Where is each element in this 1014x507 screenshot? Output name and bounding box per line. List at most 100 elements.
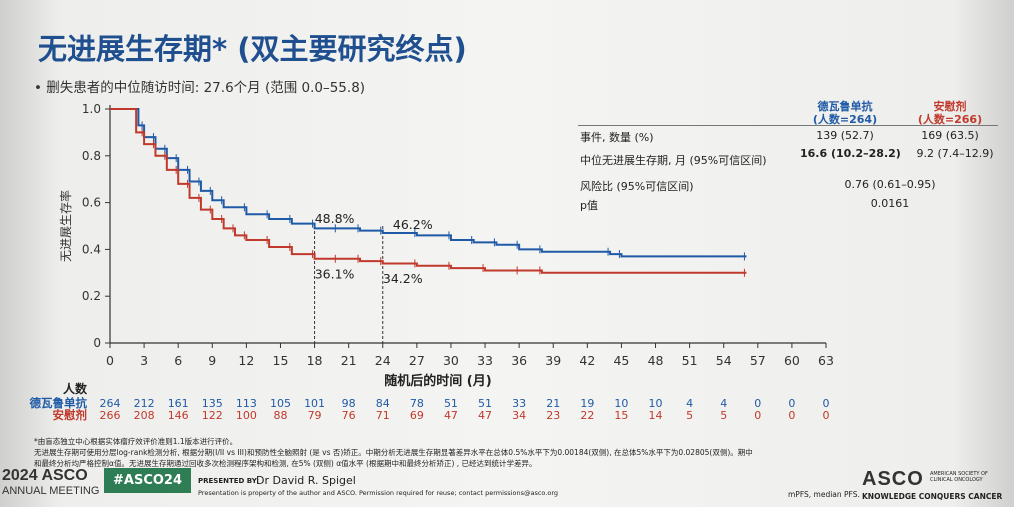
- risk-value: 146: [168, 409, 189, 422]
- km-curve-arm1: [110, 108, 747, 258]
- y-tick-label: 0.8: [82, 149, 101, 163]
- y-tick-label: 0.6: [82, 196, 101, 210]
- x-tick-label: 0: [106, 353, 114, 368]
- arm2-n: (人数=266): [917, 113, 983, 126]
- row-hr-value: 0.76 (0.61–0.95): [844, 178, 936, 191]
- meeting-logo: 2024 ASCO: [2, 467, 88, 484]
- y-axis-label: 无进展生存率: [58, 190, 73, 262]
- row-hr-label: 风险比 (95%可信区间): [580, 180, 694, 193]
- risk-value: 266: [100, 409, 121, 422]
- risk-value: 0: [788, 397, 795, 410]
- footnote-1: *由盲态独立中心根据实体瘤疗效评价准则1.1版本进行评价。: [34, 437, 238, 446]
- footnote-3: 和最终分析均严格控制α值。无进展生存期通过回收多次检测程序架构和检测, 在5% …: [34, 459, 537, 468]
- y-tick-label: 0.4: [82, 242, 101, 256]
- risk-value: 0: [788, 409, 795, 422]
- x-tick-label: 30: [443, 353, 459, 368]
- risk-value: 84: [376, 397, 390, 410]
- row-mpfs-arm1: 16.6 (10.2–28.2): [800, 147, 901, 160]
- x-tick-label: 42: [579, 353, 595, 368]
- risk-value: 15: [614, 409, 628, 422]
- risk-value: 79: [308, 409, 322, 422]
- presented-by-label: PRESENTED BY:: [198, 477, 260, 485]
- risk-value: 113: [236, 397, 257, 410]
- table-rule: [578, 125, 998, 126]
- arm2-header: 安慰剂: [933, 100, 967, 113]
- y-tick-label: 0.2: [82, 289, 101, 303]
- risk-value: 122: [202, 409, 223, 422]
- risk-value: 47: [444, 409, 458, 422]
- risk-value: 0: [823, 397, 830, 410]
- slide-title: 无进展生存期* (双主要研究终点): [38, 32, 467, 66]
- x-tick-label: 3: [140, 353, 148, 368]
- row-mpfs-arm2: 9.2 (7.4–12.9): [916, 147, 994, 160]
- risk-value: 23: [546, 409, 560, 422]
- asco-logo: ASCO: [862, 468, 924, 490]
- risk-value: 5: [686, 409, 693, 422]
- x-axis-label: 随机后的时间 (月): [384, 373, 491, 389]
- risk-value: 0: [754, 397, 761, 410]
- risk-value: 264: [100, 397, 121, 410]
- risk-value: 101: [304, 397, 325, 410]
- risk-value: 4: [720, 397, 727, 410]
- x-tick-label: 39: [545, 353, 561, 368]
- x-tick-label: 45: [613, 353, 629, 368]
- risk-value: 33: [512, 397, 526, 410]
- risk-value: 161: [168, 397, 189, 410]
- hashtag-badge: #ASCO24: [104, 468, 191, 493]
- x-tick-label: 63: [818, 353, 834, 368]
- x-tick-label: 51: [682, 353, 698, 368]
- x-tick-label: 18: [307, 353, 323, 368]
- y-tick-label: 1.0: [82, 102, 101, 116]
- x-tick-label: 48: [648, 353, 664, 368]
- risk-value: 0: [754, 409, 761, 422]
- x-tick-label: 15: [273, 353, 289, 368]
- asco-tagline: KNOWLEDGE CONQUERS CANCER: [862, 492, 1003, 501]
- risk-value: 10: [649, 397, 663, 410]
- km-curve-arm2: [110, 108, 747, 274]
- asco-small: AMERICAN SOCIETY OF CLINICAL ONCOLOGY: [930, 471, 988, 483]
- risk-value: 208: [134, 409, 155, 422]
- risk-value: 21: [546, 397, 560, 410]
- x-tick-label: 27: [409, 353, 425, 368]
- x-tick-label: 12: [238, 353, 254, 368]
- abbrev-note: mPFS, median PFS.: [788, 490, 860, 499]
- landmark-annotation: 36.1%: [315, 267, 355, 282]
- risk-value: 0: [823, 409, 830, 422]
- risk-value: 76: [342, 409, 356, 422]
- row-events-arm1: 139 (52.7): [816, 129, 874, 142]
- x-tick-label: 33: [477, 353, 493, 368]
- risk-value: 5: [720, 409, 727, 422]
- risk-value: 69: [410, 409, 424, 422]
- risk-row-label: 德瓦鲁单抗: [29, 396, 88, 410]
- row-p-label: p值: [580, 199, 598, 212]
- risk-value: 71: [376, 409, 390, 422]
- arm1-n: (人数=264): [812, 113, 878, 126]
- row-mpfs-label: 中位无进展生存期, 月 (95%可信区间): [580, 154, 767, 167]
- x-tick-label: 36: [511, 353, 527, 368]
- footnote-2: 无进展生存期可使用分层log-rank检测分析, 根据分期(I/II vs II…: [34, 448, 753, 457]
- x-tick-label: 6: [174, 353, 182, 368]
- x-tick-label: 60: [784, 353, 800, 368]
- risk-value: 34: [512, 409, 526, 422]
- meeting-sub: ANNUAL MEETING: [2, 485, 100, 497]
- x-tick-label: 24: [375, 353, 391, 368]
- landmark-annotation: 48.8%: [315, 211, 355, 226]
- risk-table-header: 人数: [63, 381, 88, 396]
- risk-value: 78: [410, 397, 424, 410]
- risk-value: 212: [134, 397, 155, 410]
- risk-row-label: 安慰剂: [53, 408, 88, 422]
- risk-value: 100: [236, 409, 257, 422]
- permission-note: Presentation is property of the author a…: [198, 489, 559, 497]
- presenter-name: Dr David R. Spigel: [256, 474, 356, 487]
- y-tick-label: 0: [93, 336, 101, 350]
- risk-value: 10: [614, 397, 628, 410]
- risk-value: 14: [649, 409, 663, 422]
- risk-value: 51: [478, 397, 492, 410]
- x-tick-label: 21: [341, 353, 357, 368]
- risk-value: 135: [202, 397, 223, 410]
- x-tick-label: 57: [750, 353, 766, 368]
- landmark-annotation: 34.2%: [383, 271, 423, 286]
- row-events-label: 事件, 数量 (%): [580, 131, 654, 144]
